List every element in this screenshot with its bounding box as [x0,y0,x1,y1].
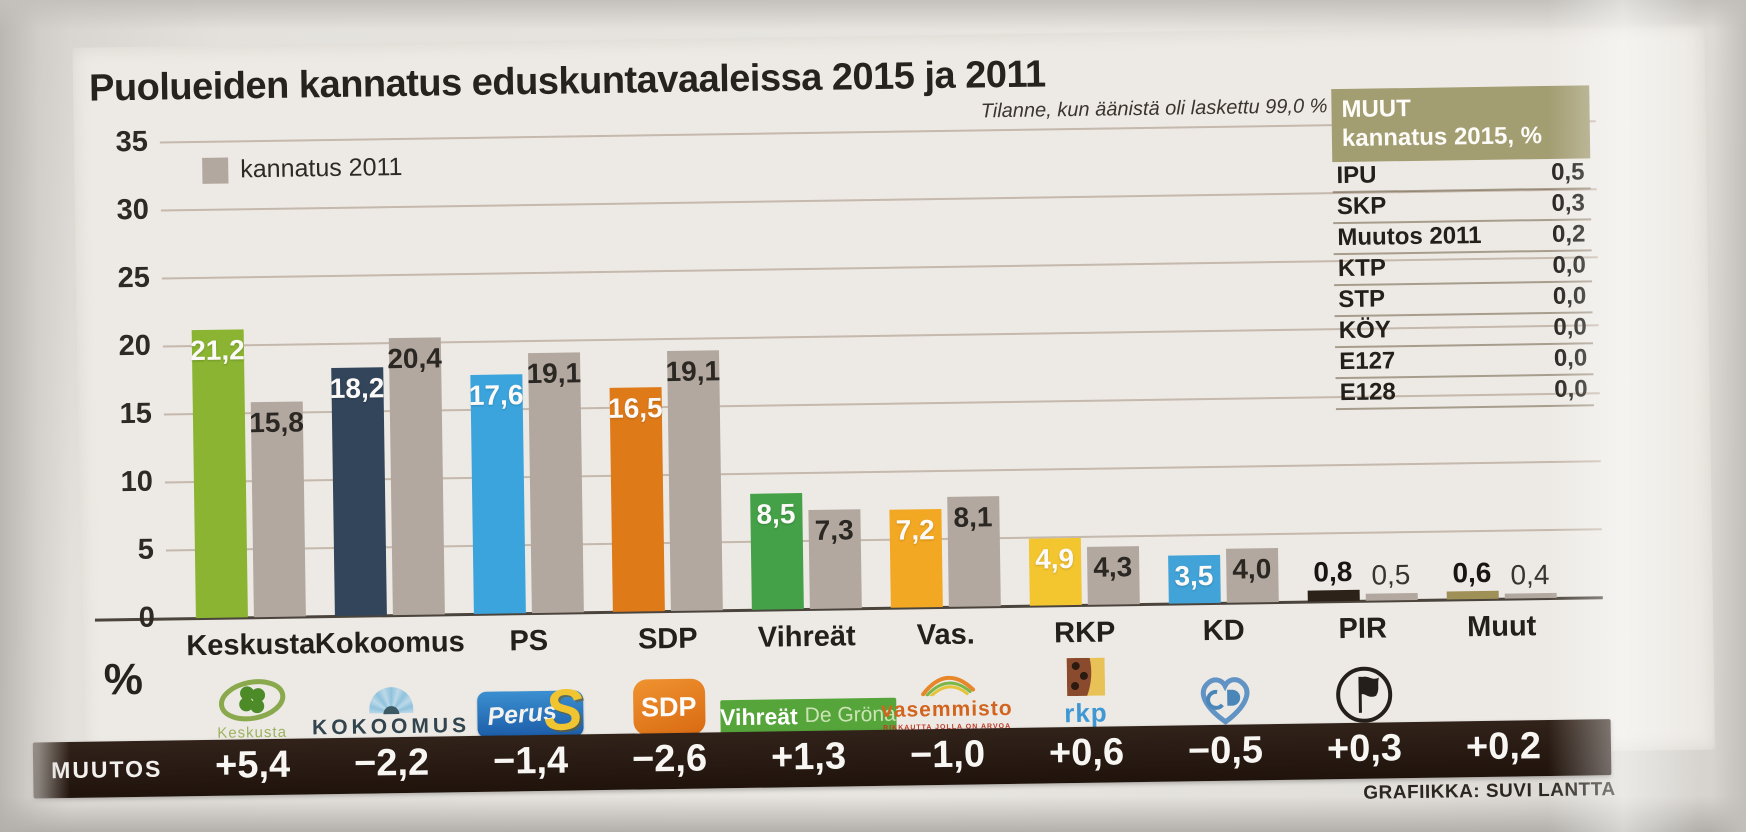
table-row-label: Muutos 2011 [1337,222,1482,252]
bar-2011-SDP [666,350,723,612]
bar-2011-Muut [1504,592,1557,599]
bar-value-2011-Kokoomus: 20,4 [387,341,443,374]
vasemmisto-arcs-icon [920,675,975,697]
table-row: Muutos 2011 0,2 [1333,219,1592,255]
logo-pir [1268,643,1459,726]
legend: kannatus 2011 [202,153,403,185]
table-row-value: 0,2 [1551,220,1586,248]
table-row-value: 0,3 [1551,189,1586,218]
y-tick-label-35: 35 [115,125,149,159]
muut-table: MUUT kannatus 2015, % IPU 0,5 SKP 0,3 Muutos… [1331,85,1594,410]
muutos-value-Keskusta: +5,4 [214,743,291,787]
bar-value-2015-Keskusta: 21,2 [189,333,245,366]
muutos-value-PIR: +0,3 [1326,727,1403,771]
table-row-label: IPU [1336,161,1377,190]
table-row: E128 0,0 [1335,374,1594,410]
logo-keskusta: Keskusta [156,660,347,743]
keskusta-clover-icon [218,679,285,722]
party-logos-row: Keskusta KOKOOMUS Perus S SDP Vihreät De… [0,0,1740,743]
table-row-label: KÖY [1338,316,1391,345]
table-row: STP 0,0 [1334,281,1593,317]
bar-value-2011-KD: 4,0 [1232,552,1272,585]
bar-2011-PIR [1365,593,1418,601]
rkp-logo-text: rkp [1063,697,1108,729]
table-row-label: SKP [1336,192,1387,221]
kd-heart-icon [1200,677,1249,725]
bar-value-2011-Vihreät: 7,3 [814,514,854,546]
bar-value-2015-Kokoomus: 18,2 [329,372,385,405]
y-tick-label-10: 10 [120,465,154,499]
table-row-label: E128 [1339,378,1396,407]
y-axis-unit-label: % [103,654,144,705]
muutos-row-label: MUUTOS [50,755,163,784]
table-row-value: 0,0 [1553,344,1588,372]
bar-value-2015-SDP: 16,5 [607,391,663,424]
table-row: E127 0,0 [1335,343,1594,379]
table-row-value: 0,0 [1553,313,1587,341]
muutos-value-Muut: +0,2 [1465,725,1542,769]
muutos-value-RKP: +0,6 [1048,731,1125,775]
muut-table-rows: IPU 0,5 SKP 0,3 Muutos 2011 0,2 KTP 0,0 STP 0,0 KÖ… [1332,157,1594,410]
bar-2015-Keskusta [191,329,248,619]
sdp-logo-badge: SDP [632,678,706,736]
y-tick-label-30: 30 [116,193,150,227]
vihreat-logo-text: Vihreät [719,702,798,730]
table-row-value: 0,0 [1554,375,1588,403]
muutos-value-Kokoomus: −2,2 [353,741,430,785]
table-row: SKP 0,3 [1332,188,1592,224]
muut-table-header-line1: MUUT [1341,94,1412,124]
table-row: IPU 0,5 [1332,157,1591,193]
bar-value-2011-Muut: 0,4 [1510,558,1550,591]
bar-value-2011-RKP: 4,3 [1093,550,1133,583]
muutos-value-KD: −0,5 [1187,729,1264,773]
bar-value-2011-PS: 19,1 [526,357,582,390]
table-row-label: E127 [1339,347,1396,376]
table-row-value: 0,5 [1550,158,1585,187]
bar-value-2011-PIR: 0,5 [1371,559,1411,591]
ps-logo-badge: Perus S [476,677,583,743]
muutos-value-SDP: −2,6 [631,737,708,781]
bar-value-2011-Vas.: 8,1 [953,501,993,533]
y-tick-label-5: 5 [137,533,155,566]
y-tick-label-15: 15 [119,397,153,431]
graphics-credit: GRAFIIKKA: SUVI LANTTA [1363,779,1616,804]
bar-value-2011-SDP: 19,1 [665,355,721,388]
muutos-value-Vihreät: +1,3 [770,735,847,779]
muutos-value-PS: −1,4 [492,739,569,783]
logo-muut-empty [1407,641,1598,724]
bar-value-2011-Keskusta: 15,8 [249,406,305,439]
table-row-label: KTP [1337,254,1387,283]
muut-table-header-line2: kannatus 2015, % [1341,121,1543,152]
y-tick-label-0: 0 [138,601,156,634]
table-row: KTP 0,0 [1333,250,1593,286]
table-row-value: 0,0 [1552,282,1587,310]
rkp-emblem-icon [1066,657,1105,697]
bar-2015-Muut [1446,590,1499,600]
kokoomus-fan-icon [368,686,413,714]
legend-label: kannatus 2011 [240,152,403,184]
table-row-label: STP [1338,285,1386,314]
bar-chart: 35 30 25 20 15 10 5 0 21,2 15,8 Keskusta 18,2 20,4 Ko… [0,0,1740,662]
y-tick-label-20: 20 [118,329,152,363]
legend-swatch-2011 [202,157,229,184]
logo-rkp: rkp [990,647,1181,730]
y-tick-label-25: 25 [117,261,151,295]
logo-kd [1129,645,1320,728]
table-row-value: 0,0 [1552,251,1587,279]
muutos-value-Vas.: −1,0 [909,733,986,777]
pir-pirate-flag-icon [1335,666,1392,723]
table-row: KÖY 0,0 [1334,312,1594,348]
x-axis-label-Muut: Muut [1466,610,1537,644]
logo-vasemmisto: vasemmisto RIKKAUTTA JOLLA ON ARVOA [851,650,1042,733]
muut-table-header: MUUT kannatus 2015, % [1331,85,1591,162]
